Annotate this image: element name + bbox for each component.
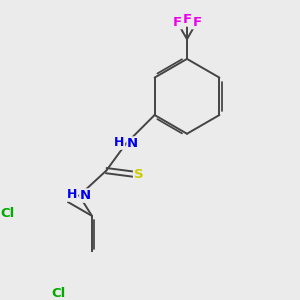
Text: N: N [127, 137, 138, 150]
Text: Cl: Cl [0, 207, 14, 220]
Text: N: N [80, 189, 91, 202]
Text: H: H [114, 136, 124, 149]
Text: H: H [67, 188, 77, 201]
Text: S: S [134, 168, 143, 181]
Text: F: F [172, 16, 182, 28]
Text: F: F [192, 16, 201, 28]
Text: F: F [182, 13, 192, 26]
Text: Cl: Cl [51, 287, 66, 300]
